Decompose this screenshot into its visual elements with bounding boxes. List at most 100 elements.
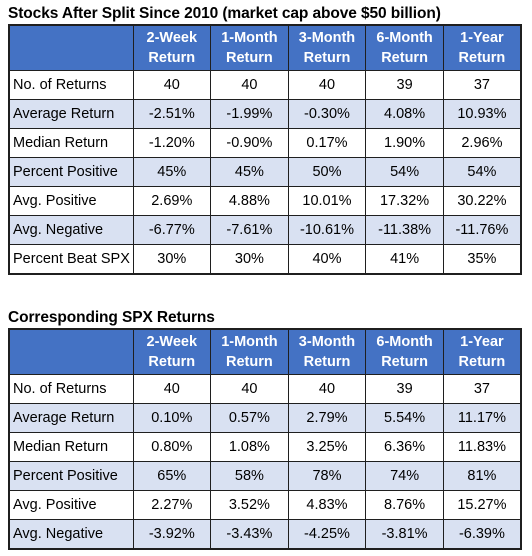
table-row: Average Return -2.51% -1.99% -0.30% 4.08% 10.…: [8, 99, 522, 129]
value-cell: 0.17%: [287, 128, 367, 158]
value-cell: 40%: [287, 244, 367, 275]
value-cell: -7.61%: [210, 215, 289, 245]
value-cell: 4.88%: [210, 186, 289, 216]
value-cell: 8.76%: [365, 490, 444, 520]
value-cell: 81%: [442, 461, 522, 491]
header-row: 2-Week Return 1-Month Return 3-Month Return…: [8, 24, 522, 71]
spx-returns-title: Corresponding SPX Returns: [8, 309, 215, 326]
value-cell: -0.90%: [210, 128, 289, 158]
value-cell: 54%: [365, 157, 444, 187]
value-cell: 50%: [287, 157, 367, 187]
stocks-after-split-title: Stocks After Split Since 2010 (market ca…: [8, 5, 441, 22]
header-cell: 1-Month Return: [210, 24, 289, 71]
value-cell: 4.08%: [365, 99, 444, 129]
value-cell: 65%: [132, 461, 212, 491]
row-label: Median Return: [8, 432, 134, 462]
value-cell: 40: [210, 70, 289, 100]
value-cell: 37: [442, 374, 522, 404]
header-corner: [8, 328, 134, 375]
value-cell: 6.36%: [365, 432, 444, 462]
value-cell: 10.01%: [287, 186, 367, 216]
value-cell: -1.99%: [210, 99, 289, 129]
value-cell: 11.83%: [442, 432, 522, 462]
value-cell: 2.69%: [132, 186, 212, 216]
spx-returns-section: Corresponding SPX Returns 2-Week Return 1…: [8, 308, 522, 550]
table-row: Average Return 0.10% 0.57% 2.79% 5.54% 11.17%: [8, 403, 522, 433]
value-cell: 45%: [132, 157, 212, 187]
table-row: No. of Returns 40 40 40 39 37: [8, 374, 522, 404]
value-cell: 11.17%: [442, 403, 522, 433]
header-cell: 3-Month Return: [287, 24, 367, 71]
value-cell: 5.54%: [365, 403, 444, 433]
stocks-after-split-table: 2-Week Return 1-Month Return 3-Month Return…: [8, 24, 522, 275]
header-cell: 2-Week Return: [132, 24, 212, 71]
value-cell: 10.93%: [442, 99, 522, 129]
header-cell: 2-Week Return: [132, 328, 212, 375]
table-row: Avg. Positive 2.69% 4.88% 10.01% 17.32% 30.22…: [8, 186, 522, 216]
table-row: Percent Positive 65% 58% 78% 74% 81%: [8, 461, 522, 491]
value-cell: 40: [210, 374, 289, 404]
value-cell: 45%: [210, 157, 289, 187]
value-cell: 1.90%: [365, 128, 444, 158]
row-label: Average Return: [8, 403, 134, 433]
value-cell: 37: [442, 70, 522, 100]
value-cell: 39: [365, 70, 444, 100]
header-corner: [8, 24, 134, 71]
value-cell: 30.22%: [442, 186, 522, 216]
value-cell: 1.08%: [210, 432, 289, 462]
row-label: Avg. Positive: [8, 186, 134, 216]
table-row: Percent Beat SPX 30% 30% 40% 41% 35%: [8, 244, 522, 275]
value-cell: -6.77%: [132, 215, 212, 245]
header-row: 2-Week Return 1-Month Return 3-Month Return…: [8, 328, 522, 375]
row-label: Average Return: [8, 99, 134, 129]
row-label: Avg. Positive: [8, 490, 134, 520]
value-cell: 0.57%: [210, 403, 289, 433]
value-cell: 40: [132, 70, 212, 100]
value-cell: 2.27%: [132, 490, 212, 520]
value-cell: 40: [132, 374, 212, 404]
value-cell: -11.76%: [442, 215, 522, 245]
value-cell: 4.83%: [287, 490, 367, 520]
value-cell: -3.92%: [132, 519, 212, 550]
header-cell: 1-Year Return: [442, 328, 522, 375]
value-cell: 74%: [365, 461, 444, 491]
value-cell: 3.25%: [287, 432, 367, 462]
value-cell: -2.51%: [132, 99, 212, 129]
value-cell: -4.25%: [287, 519, 367, 550]
row-label: No. of Returns: [8, 374, 134, 404]
value-cell: 35%: [442, 244, 522, 275]
value-cell: 0.80%: [132, 432, 212, 462]
row-label: Avg. Negative: [8, 519, 134, 550]
value-cell: 17.32%: [365, 186, 444, 216]
value-cell: 0.10%: [132, 403, 212, 433]
value-cell: 40: [287, 374, 367, 404]
value-cell: -1.20%: [132, 128, 212, 158]
value-cell: -11.38%: [365, 215, 444, 245]
value-cell: 30%: [210, 244, 289, 275]
value-cell: -3.43%: [210, 519, 289, 550]
header-cell: 1-Year Return: [442, 24, 522, 71]
header-cell: 3-Month Return: [287, 328, 367, 375]
value-cell: 15.27%: [442, 490, 522, 520]
header-cell: 6-Month Return: [365, 328, 444, 375]
value-cell: 78%: [287, 461, 367, 491]
value-cell: 3.52%: [210, 490, 289, 520]
row-label: Percent Positive: [8, 157, 134, 187]
table-row: Median Return -1.20% -0.90% 0.17% 1.90% 2.96%: [8, 128, 522, 158]
spx-returns-table: 2-Week Return 1-Month Return 3-Month Return…: [8, 328, 522, 550]
value-cell: 54%: [442, 157, 522, 187]
value-cell: 41%: [365, 244, 444, 275]
value-cell: 30%: [132, 244, 212, 275]
row-label: No. of Returns: [8, 70, 134, 100]
value-cell: 39: [365, 374, 444, 404]
table-row: No. of Returns 40 40 40 39 37: [8, 70, 522, 100]
header-cell: 1-Month Return: [210, 328, 289, 375]
row-label: Percent Beat SPX: [8, 244, 134, 275]
header-cell: 6-Month Return: [365, 24, 444, 71]
value-cell: -10.61%: [287, 215, 367, 245]
value-cell: 2.96%: [442, 128, 522, 158]
table-row: Avg. Positive 2.27% 3.52% 4.83% 8.76% 15.27%: [8, 490, 522, 520]
table-row: Median Return 0.80% 1.08% 3.25% 6.36% 11.83%: [8, 432, 522, 462]
value-cell: 58%: [210, 461, 289, 491]
stocks-after-split-section: Stocks After Split Since 2010 (market ca…: [8, 4, 522, 275]
